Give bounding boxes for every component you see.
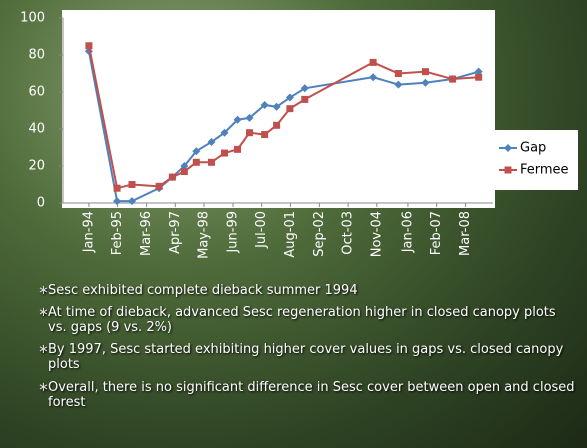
marker bbox=[272, 102, 281, 111]
marker bbox=[421, 78, 430, 87]
marker bbox=[245, 129, 253, 137]
x-tick-label: Apr-97 bbox=[168, 211, 183, 254]
y-tick-label: 20 bbox=[28, 159, 45, 174]
marker bbox=[128, 181, 136, 188]
marker bbox=[421, 68, 429, 76]
marker bbox=[245, 113, 254, 122]
marker bbox=[474, 67, 483, 76]
marker bbox=[301, 95, 309, 103]
y-tick-label: 0 bbox=[37, 196, 45, 211]
marker bbox=[220, 128, 229, 137]
marker bbox=[369, 73, 378, 82]
bullet: By 1997, Sesc started exhibiting higher … bbox=[38, 342, 578, 372]
marker bbox=[233, 115, 242, 124]
x-tick-label: Feb-95 bbox=[110, 211, 125, 255]
legend-label: Gap bbox=[520, 141, 546, 156]
legend-box bbox=[495, 130, 578, 190]
marker bbox=[369, 58, 377, 66]
marker bbox=[155, 182, 163, 190]
marker bbox=[285, 93, 294, 102]
x-tick-label: Nov-04 bbox=[369, 211, 384, 257]
marker bbox=[113, 184, 121, 192]
y-tick-label: 80 bbox=[28, 48, 45, 63]
marker bbox=[286, 105, 294, 113]
x-tick-label: Jan-94 bbox=[81, 211, 96, 253]
x-tick-label: Aug-01 bbox=[283, 211, 298, 258]
x-tick-label: Jan-06 bbox=[400, 211, 415, 253]
marker bbox=[504, 166, 512, 174]
plot-area bbox=[62, 10, 495, 208]
marker bbox=[449, 75, 457, 83]
x-tick-label: Sep-02 bbox=[312, 211, 327, 257]
marker bbox=[207, 137, 216, 146]
marker bbox=[475, 73, 483, 81]
x-tick-label: Mar-08 bbox=[458, 211, 473, 256]
x-tick-label: Jul-00 bbox=[254, 211, 269, 249]
legend-label: Fermee bbox=[520, 163, 569, 178]
marker bbox=[113, 197, 122, 206]
y-tick-label: 40 bbox=[28, 122, 45, 137]
marker bbox=[180, 168, 188, 176]
marker bbox=[300, 84, 309, 93]
bullet: Overall, there is no significant differe… bbox=[38, 380, 578, 410]
bullet: At time of dieback, advanced Sesc regene… bbox=[38, 305, 578, 335]
x-tick-label: Oct-03 bbox=[341, 211, 356, 255]
x-tick-label: May-98 bbox=[197, 211, 212, 259]
bullet: Sesc exhibited complete dieback summer 1… bbox=[38, 283, 578, 298]
marker bbox=[207, 158, 215, 166]
y-tick-label: 60 bbox=[28, 85, 45, 100]
marker bbox=[261, 131, 269, 139]
marker bbox=[394, 80, 403, 89]
x-tick-label: Jun-99 bbox=[226, 211, 241, 254]
marker bbox=[192, 147, 201, 156]
marker bbox=[273, 121, 281, 129]
x-tick-label: Mar-96 bbox=[139, 211, 154, 256]
marker bbox=[221, 149, 229, 157]
marker bbox=[127, 197, 136, 206]
marker bbox=[168, 173, 176, 181]
marker bbox=[85, 42, 93, 50]
marker bbox=[192, 158, 200, 166]
marker bbox=[260, 100, 269, 109]
marker bbox=[504, 144, 512, 152]
marker bbox=[234, 145, 242, 153]
marker bbox=[394, 70, 402, 77]
y-tick-label: 100 bbox=[20, 11, 45, 26]
x-tick-label: Feb-07 bbox=[429, 211, 444, 255]
marker bbox=[180, 162, 189, 170]
